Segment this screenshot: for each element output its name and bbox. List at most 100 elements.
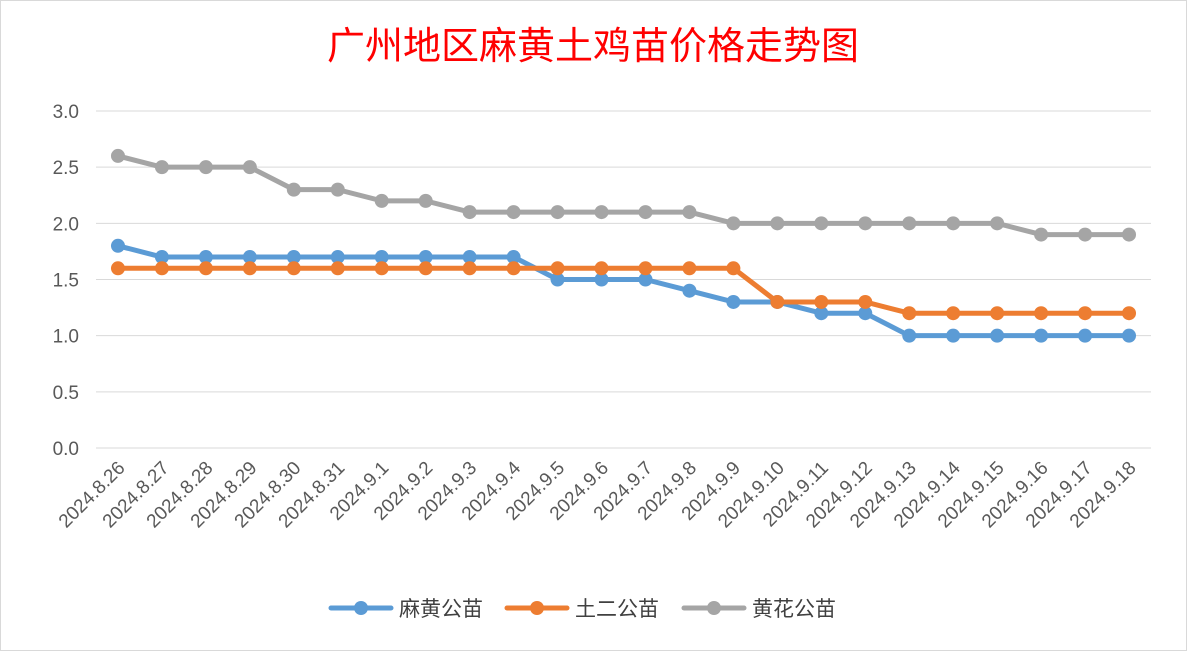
data-point [110,261,125,276]
legend-item: 土二公苗 [504,597,659,621]
data-point [1122,306,1137,321]
legend-marker [530,601,544,615]
y-tick-label: 2.0 [53,214,79,235]
data-point [682,205,697,220]
data-point [506,261,521,276]
data-point [990,328,1005,343]
data-point [374,193,389,208]
data-point [946,328,961,343]
data-point [594,272,609,287]
data-point [682,283,697,298]
data-point [814,294,829,309]
data-point [198,250,213,265]
x-axis-ticks: 2024.8.262024.8.272024.8.282024.8.292024… [55,457,1141,532]
data-point [550,261,565,276]
data-point [242,250,257,265]
data-point [858,306,873,321]
series-3 [110,148,1137,242]
data-point [462,205,477,220]
legend-label: 麻黄公苗 [399,597,483,621]
y-tick-label: 2.5 [53,158,79,179]
data-point [946,216,961,231]
data-point [770,294,785,309]
data-point [902,216,917,231]
data-point [330,182,345,197]
data-point [1034,306,1049,321]
legend-label: 土二公苗 [575,597,659,621]
data-point [594,261,609,276]
data-point [902,328,917,343]
data-point [1078,306,1093,321]
data-point [154,261,169,276]
data-point [242,160,257,175]
data-point [330,250,345,265]
data-point [198,160,213,175]
data-point [682,261,697,276]
data-point [550,205,565,220]
data-point [1034,227,1049,242]
data-point [506,250,521,265]
y-tick-label: 3.0 [53,102,79,123]
data-point [462,250,477,265]
data-point [418,261,433,276]
data-point [726,216,741,231]
data-point [638,272,653,287]
series-2 [110,261,1137,321]
data-point [726,294,741,309]
y-tick-label: 0.5 [53,383,79,404]
data-point [814,216,829,231]
data-point [286,250,301,265]
data-point [594,205,609,220]
data-point [462,261,477,276]
data-point [1078,227,1093,242]
series-line [115,243,1132,339]
data-point [990,306,1005,321]
data-point [154,250,169,265]
y-axis-ticks: 0.0 0.5 1.0 1.5 2.0 2.5 3.0 [53,102,79,460]
data-point [1122,328,1137,343]
data-point [110,148,125,163]
data-point [374,250,389,265]
data-point [242,261,257,276]
data-point [638,261,653,276]
legend-marker [354,601,368,615]
data-point [902,306,917,321]
y-tick-label: 0.0 [53,439,79,460]
legend-item: 麻黄公苗 [328,597,483,621]
data-point [1034,328,1049,343]
chart-title: 广州地区麻黄土鸡苗价格走势图 [327,24,859,68]
gridlines [96,110,1151,449]
data-point [418,193,433,208]
legend-item: 黄花公苗 [681,597,836,621]
data-point [1122,227,1137,242]
series-line [115,153,1132,238]
data-point [946,306,961,321]
legend-marker [707,601,721,615]
data-point [374,261,389,276]
data-point [418,250,433,265]
data-point [858,294,873,309]
y-tick-label: 1.5 [53,271,79,292]
series-1 [110,238,1137,343]
data-point [198,261,213,276]
legend: 麻黄公苗 土二公苗 黄花公苗 [328,597,836,621]
data-point [506,205,521,220]
data-point [154,160,169,175]
data-point [330,261,345,276]
data-point [814,306,829,321]
data-point [990,216,1005,231]
data-point [286,261,301,276]
data-point [110,238,125,253]
data-point [1078,328,1093,343]
data-point [638,205,653,220]
series-lines [110,148,1137,343]
y-tick-label: 1.0 [53,327,79,348]
data-point [858,216,873,231]
series-line [115,265,1132,316]
data-point [770,216,785,231]
legend-label: 黄花公苗 [752,597,836,621]
data-point [726,261,741,276]
data-point [550,272,565,287]
